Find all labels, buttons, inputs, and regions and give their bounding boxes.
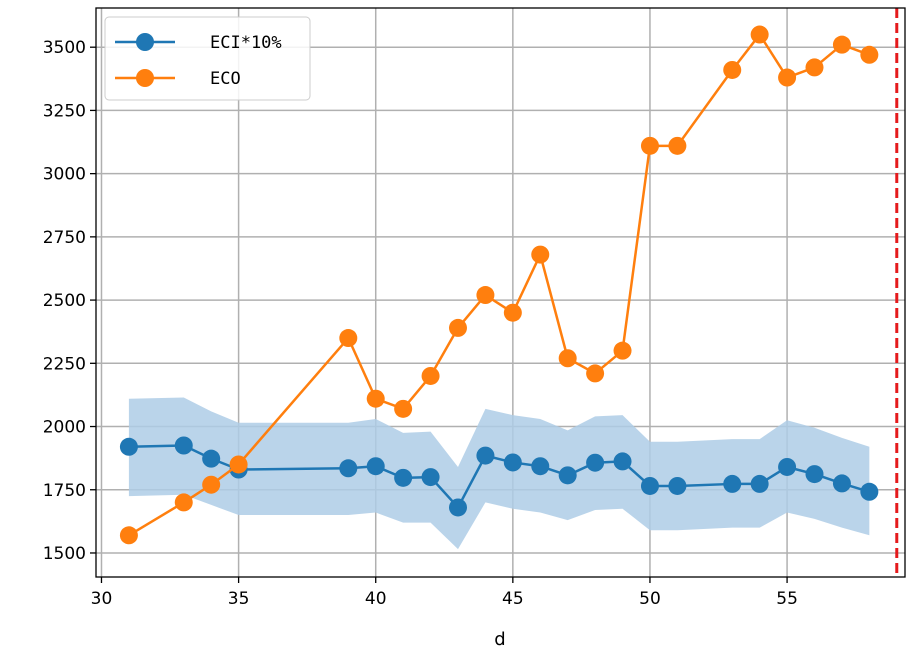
eco-data-point <box>531 245 550 264</box>
eco-data-point <box>723 60 742 79</box>
eci-data-point <box>586 453 605 472</box>
y-tick-label: 2250 <box>43 354 86 374</box>
y-tick-label: 2000 <box>43 418 86 438</box>
eci-data-point <box>613 452 632 471</box>
y-tick-label: 3000 <box>43 165 86 185</box>
eci-data-point <box>750 474 769 493</box>
x-tick-label: 40 <box>365 589 387 609</box>
eci-data-point <box>503 453 522 472</box>
eco-data-point <box>119 526 138 545</box>
legend: ECI*10% ECO <box>104 16 311 101</box>
x-tick-label: 45 <box>502 589 524 609</box>
eco-data-point <box>750 25 769 44</box>
eci-data-point <box>119 437 138 456</box>
eci-confidence-band <box>128 397 870 550</box>
eci-band-area <box>128 397 870 550</box>
eci-data-point <box>476 446 495 465</box>
eci-data-point <box>174 436 193 455</box>
eci-data-point <box>366 457 385 476</box>
eci-data-point <box>723 474 742 493</box>
eci-data-point <box>860 482 879 501</box>
legend-box <box>104 16 311 101</box>
x-tick-label: 35 <box>228 589 250 609</box>
eci-data-point <box>202 449 221 468</box>
eco-data-point <box>613 341 632 360</box>
eci-data-point <box>640 476 659 495</box>
y-tick-label: 1500 <box>43 544 86 564</box>
legend-eci-label: ECI*10% <box>210 33 282 53</box>
eci-data-point <box>339 459 358 478</box>
eci-data-point <box>394 468 413 487</box>
eco-data-point <box>778 68 797 87</box>
plot-frame <box>95 7 906 578</box>
eci-data-point <box>668 476 687 495</box>
eco-data-point <box>558 349 577 368</box>
eco-data-point <box>503 303 522 322</box>
eco-data-point <box>668 136 687 155</box>
eco-data-point <box>586 364 605 383</box>
eco-data-point <box>860 45 879 64</box>
eco-data-point <box>394 399 413 418</box>
eci-data-point <box>448 498 467 517</box>
eco-data-point <box>202 475 221 494</box>
x-tick-label: 50 <box>639 589 661 609</box>
eci-data-point <box>531 457 550 476</box>
eci-data-point <box>421 468 440 487</box>
eco-data-point <box>805 58 824 77</box>
x-axis-ticks: 30 35 40 45 50 55 <box>91 577 798 609</box>
eci-data-point <box>778 457 797 476</box>
series-lines <box>119 25 879 545</box>
eco-data-point <box>174 493 193 512</box>
y-tick-label: 2500 <box>43 291 86 311</box>
x-axis-title: d <box>494 629 505 650</box>
legend-eco-marker <box>136 69 154 87</box>
eco-data-point <box>366 389 385 408</box>
eci-data-point <box>558 466 577 485</box>
eco-data-point <box>832 35 851 54</box>
eco-data-point <box>421 366 440 385</box>
y-tick-label: 2750 <box>43 228 86 248</box>
eco-data-point <box>448 318 467 337</box>
y-tick-label: 3250 <box>43 101 86 121</box>
eco-data-point <box>229 455 248 474</box>
y-tick-label: 3500 <box>43 38 86 58</box>
y-axis-ticks: 1500 1750 2000 2250 2500 2750 3000 3250 3500 <box>43 38 96 564</box>
eco-data-point <box>476 286 495 305</box>
x-tick-label: 30 <box>91 589 113 609</box>
legend-eci-marker <box>136 33 154 51</box>
eci-data-point <box>805 465 824 484</box>
eci-data-point <box>832 474 851 493</box>
eco-data-point <box>640 136 659 155</box>
legend-eco-label: ECO <box>210 69 241 89</box>
eco-data-point <box>339 329 358 348</box>
x-tick-label: 55 <box>776 589 798 609</box>
y-tick-label: 1750 <box>43 481 86 501</box>
